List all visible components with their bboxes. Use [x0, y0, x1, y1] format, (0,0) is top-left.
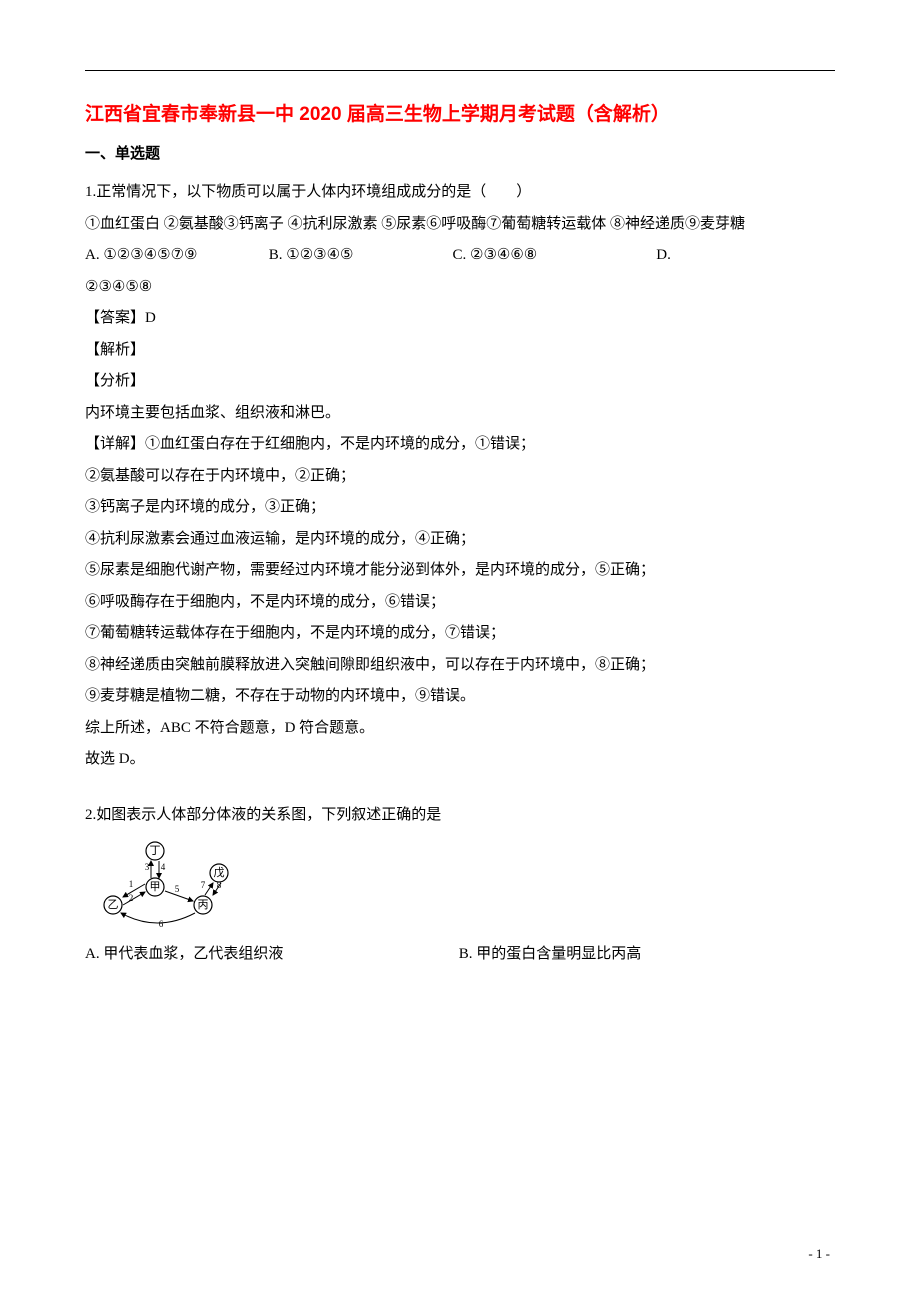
node-yi: 乙 — [104, 896, 122, 914]
svg-text:1: 1 — [129, 879, 134, 889]
svg-text:丙: 丙 — [198, 899, 209, 911]
q1-detail-3: ③钙离子是内环境的成分，③正确； — [85, 492, 835, 524]
q1-choose: 故选 D。 — [85, 744, 835, 776]
svg-text:甲: 甲 — [150, 881, 161, 893]
q1-answer: 【答案】D — [85, 303, 835, 335]
q1-options: A. ①②③④⑤⑦⑨ B. ①②③④⑤ C. ②③④⑥⑧ D. — [85, 240, 835, 272]
svg-text:8: 8 — [217, 880, 222, 890]
q1-detail-2: ②氨基酸可以存在于内环境中，②正确； — [85, 461, 835, 493]
document-title: 江西省宜春市奉新县一中 2020 届高三生物上学期月考试题（含解析） — [85, 99, 835, 126]
q1-detail-9: ⑨麦芽糖是植物二糖，不存在于动物的内环境中，⑨错误。 — [85, 681, 835, 713]
q1-detail-8: ⑧神经递质由突触前膜释放进入突触间隙即组织液中，可以存在于内环境中，⑧正确； — [85, 650, 835, 682]
page-number: - 1 - — [808, 1246, 830, 1262]
q2-options: A. 甲代表血浆，乙代表组织液 B. 甲的蛋白含量明显比丙高 — [85, 939, 835, 971]
q1-opt-d: D. — [656, 240, 671, 272]
q2-stem: 2.如图表示人体部分体液的关系图，下列叙述正确的是 — [85, 800, 835, 832]
q1-opt-d-line2: ②③④⑤⑧ — [85, 272, 835, 304]
q1-opt-c: C. ②③④⑥⑧ — [453, 240, 653, 272]
svg-text:7: 7 — [201, 880, 206, 890]
svg-text:5: 5 — [175, 884, 180, 894]
svg-text:3: 3 — [145, 862, 150, 872]
header-rule — [85, 70, 835, 71]
body-fluid-diagram: 丁 甲 乙 丙 戊 1 2 3 4 5 6 7 8 — [95, 837, 245, 933]
svg-text:4: 4 — [161, 862, 166, 872]
q1-opt-b: B. ①②③④⑤ — [269, 240, 449, 272]
q1-jiexi: 【解析】 — [85, 335, 835, 367]
svg-text:6: 6 — [159, 919, 164, 929]
q1-detail-6: ⑥呼吸酶存在于细胞内，不是内环境的成分，⑥错误； — [85, 587, 835, 619]
q1-opt-a: A. ①②③④⑤⑦⑨ — [85, 240, 265, 272]
q1-detail-5: ⑤尿素是细胞代谢产物，需要经过内环境才能分泌到体外，是内环境的成分，⑤正确； — [85, 555, 835, 587]
q2-diagram: 丁 甲 乙 丙 戊 1 2 3 4 5 6 7 8 — [85, 831, 835, 939]
q1-stem: 1.正常情况下，以下物质可以属于人体内环境组成成分的是（ ） — [85, 177, 835, 209]
node-ding: 丁 — [146, 842, 164, 860]
node-jia: 甲 — [146, 878, 164, 896]
section-header: 一、单选题 — [85, 142, 835, 163]
svg-text:戊: 戊 — [214, 866, 225, 879]
q1-detail-1: 【详解】①血红蛋白存在于红细胞内，不是内环境的成分，①错误； — [85, 429, 835, 461]
q2-opt-b: B. 甲的蛋白含量明显比丙高 — [459, 939, 642, 971]
q1-items: ①血红蛋白 ②氨基酸③钙离子 ④抗利尿激素 ⑤尿素⑥呼吸酶⑦葡萄糖转运载体 ⑧神… — [85, 209, 835, 241]
q1-fenxi-text: 内环境主要包括血浆、组织液和淋巴。 — [85, 398, 835, 430]
q1-detail-4: ④抗利尿激素会通过血液运输，是内环境的成分，④正确； — [85, 524, 835, 556]
svg-text:丁: 丁 — [150, 845, 161, 857]
svg-text:2: 2 — [129, 893, 134, 903]
q1-conclusion: 综上所述，ABC 不符合题意，D 符合题意。 — [85, 713, 835, 745]
q1-detail-7: ⑦葡萄糖转运载体存在于细胞内，不是内环境的成分，⑦错误； — [85, 618, 835, 650]
svg-text:乙: 乙 — [108, 898, 119, 911]
q1-fenxi: 【分析】 — [85, 366, 835, 398]
node-bing: 丙 — [194, 896, 212, 914]
q2-opt-a: A. 甲代表血浆，乙代表组织液 — [85, 939, 455, 971]
